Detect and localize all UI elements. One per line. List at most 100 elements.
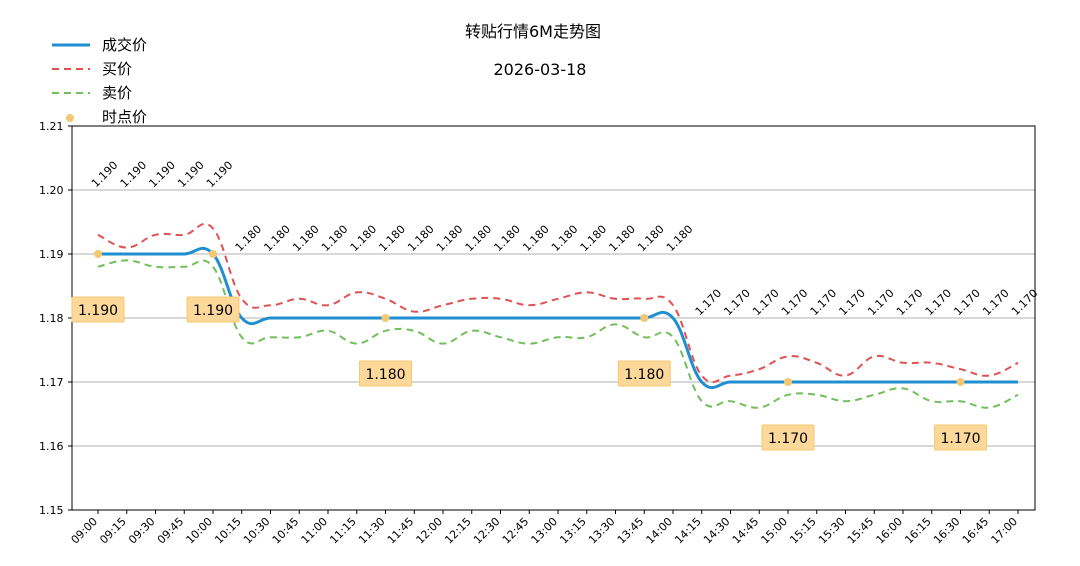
value-label: 1.170: [693, 287, 724, 318]
x-tick-label: 12:15: [442, 515, 474, 547]
timepoint-marker: [381, 314, 390, 322]
x-axis: 09:0009:1509:3009:4510:0010:1510:3010:45…: [69, 510, 1021, 547]
x-tick-label: 15:15: [787, 515, 819, 547]
callout-text: 1.190: [193, 303, 233, 319]
x-tick-label: 13:00: [529, 515, 561, 547]
value-label: 1.180: [348, 223, 379, 254]
legend-label: 成交价: [102, 36, 147, 54]
bid-price-line: [97, 222, 1019, 384]
x-tick-label: 11:00: [299, 515, 331, 547]
y-tick-label: 1.21: [39, 120, 64, 133]
x-tick-label: 15:00: [759, 515, 791, 547]
x-tick-label: 14:15: [672, 515, 704, 547]
value-label: 1.170: [836, 287, 867, 318]
y-tick-label: 1.15: [39, 504, 64, 517]
timepoint-callout: 1.190: [71, 296, 125, 323]
x-tick-label: 10:00: [184, 515, 216, 547]
x-tick-label: 13:30: [586, 515, 618, 547]
x-tick-label: 14:30: [701, 515, 733, 547]
value-label: 1.180: [290, 223, 321, 254]
callout-text: 1.170: [768, 431, 808, 447]
timepoint-callout: 1.180: [359, 360, 412, 387]
x-tick-label: 17:00: [989, 515, 1021, 547]
legend-ask-price: 卖价: [52, 84, 132, 102]
x-tick-label: 15:45: [845, 515, 877, 547]
value-label: 1.180: [549, 223, 580, 254]
callout-box: [186, 296, 240, 323]
ask-price-line: [97, 259, 1019, 409]
y-tick-label: 1.20: [39, 184, 64, 197]
x-tick-label: 12:45: [500, 515, 532, 547]
x-tick-label: 14:45: [730, 515, 762, 547]
legend-label: 买价: [102, 60, 132, 78]
value-label: 1.190: [89, 159, 120, 190]
value-label: 1.170: [808, 287, 839, 318]
deal-price-line: [98, 246, 1018, 390]
callout-box: [617, 360, 671, 387]
x-tick-label: 09:30: [126, 515, 158, 547]
value-label: 1.180: [463, 223, 494, 254]
x-tick-label: 13:15: [557, 515, 589, 547]
x-tick-label: 16:30: [931, 515, 963, 547]
x-tick-label: 16:00: [874, 515, 906, 547]
timepoint-callout: 1.170: [934, 424, 987, 451]
value-label: 1.170: [779, 287, 810, 318]
value-label: 1.180: [434, 223, 465, 254]
timepoint-callout: 1.170: [761, 424, 815, 451]
timepoint-marker: [640, 314, 649, 322]
x-tick-label: 13:45: [615, 515, 647, 547]
x-tick-label: 09:45: [155, 515, 187, 547]
value-label: 1.180: [606, 223, 637, 254]
legend-timepoint-price: 时点价: [66, 108, 147, 126]
value-label: 1.170: [1009, 287, 1040, 318]
callout-box: [934, 424, 987, 451]
timepoint-callout: 1.190: [186, 296, 240, 323]
value-label: 1.170: [894, 287, 925, 318]
x-tick-label: 14:00: [644, 515, 676, 547]
legend-label: 时点价: [102, 108, 147, 126]
legend-label: 卖价: [102, 84, 132, 102]
value-label: 1.180: [376, 223, 407, 254]
x-tick-label: 10:45: [270, 515, 302, 547]
chart-date: 2026-03-18: [494, 60, 587, 79]
callout-box: [761, 424, 815, 451]
legend-deal-price: 成交价: [52, 36, 147, 54]
x-tick-label: 11:30: [356, 515, 388, 547]
y-tick-label: 1.17: [39, 376, 64, 389]
value-label: 1.170: [750, 287, 781, 318]
timepoint-marker: [209, 250, 217, 258]
legend-swatch: [66, 114, 74, 122]
callout-text: 1.180: [624, 367, 664, 383]
value-label: 1.170: [951, 287, 982, 318]
timepoint-marker: [784, 378, 792, 386]
value-label: 1.170: [721, 287, 752, 318]
value-label: 1.180: [261, 223, 292, 254]
value-label: 1.180: [664, 223, 695, 254]
value-label: 1.180: [635, 223, 666, 254]
value-label: 1.170: [923, 287, 954, 318]
value-label: 1.180: [520, 223, 551, 254]
value-label: 1.190: [175, 159, 206, 190]
value-label: 1.180: [491, 223, 522, 254]
value-label: 1.190: [118, 159, 149, 190]
y-axis: 1.15 1.16 1.17 1.18 1.19 1.20 1.21: [39, 120, 72, 517]
value-label: 1.180: [319, 223, 350, 254]
chart-title: 转贴行情6M走势图: [465, 22, 601, 41]
timepoint-callouts: 1.190 1.190 1.180 1.180 1.170 1.170: [71, 296, 987, 451]
x-tick-label: 11:45: [385, 515, 417, 547]
x-tick-label: 16:45: [960, 515, 992, 547]
x-tick-label: 16:15: [902, 515, 934, 547]
value-label: 1.180: [233, 223, 264, 254]
y-tick-label: 1.18: [39, 312, 64, 325]
value-label: 1.170: [980, 287, 1011, 318]
callout-text: 1.180: [365, 367, 405, 383]
value-label: 1.180: [405, 223, 436, 254]
callout-box: [359, 360, 412, 387]
value-label: 1.190: [146, 159, 177, 190]
series-lines: [97, 222, 1019, 409]
value-label: 1.190: [204, 159, 235, 190]
x-tick-label: 15:30: [816, 515, 848, 547]
callout-text: 1.170: [940, 431, 980, 447]
x-tick-label: 09:15: [97, 515, 129, 547]
